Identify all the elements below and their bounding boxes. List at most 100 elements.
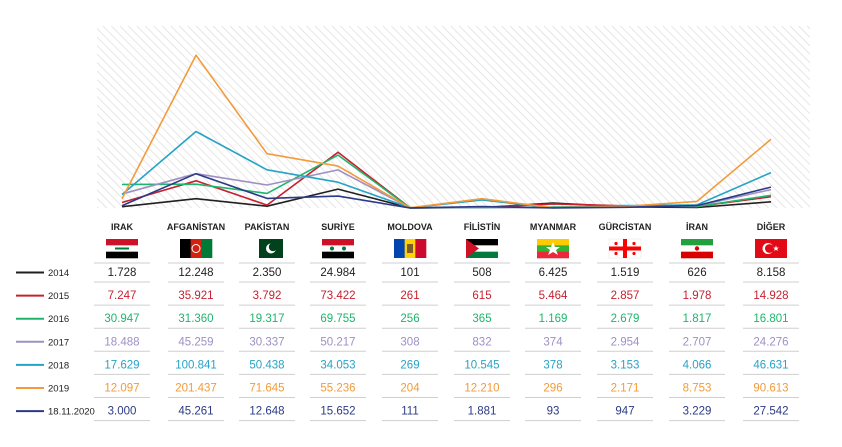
table-cell-18-11-2020-2: 12.648 [249, 406, 284, 418]
table-cell-18-11-2020-3: 15.652 [320, 406, 355, 418]
table-cell-2016-4: 256 [400, 313, 419, 325]
table-cell-18-11-2020-1: 45.261 [178, 406, 213, 418]
country-label-0: IRAK [111, 222, 133, 232]
table-cell-2019-0: 12.097 [104, 383, 139, 395]
table-cell-18-11-2020-6: 93 [547, 406, 560, 418]
table-cell-2016-5: 365 [472, 313, 491, 325]
table-cell-2015-7: 2.857 [611, 290, 640, 302]
table-cell-2016-1: 31.360 [178, 313, 213, 325]
flag-icon-5 [466, 239, 498, 258]
table-cell-18-11-2020-7: 947 [615, 406, 634, 418]
table-cell-2016-7: 2.679 [611, 313, 640, 325]
country-label-3: SURİYE [321, 222, 355, 232]
table-cell-2016-9: 16.801 [753, 313, 788, 325]
table-cell-2019-8: 8.753 [683, 383, 712, 395]
plot-area [97, 26, 810, 208]
legend-label-2018: 2018 [48, 360, 69, 371]
country-label-9: DİĞER [757, 221, 786, 232]
table-cell-2018-8: 4.066 [683, 359, 712, 371]
flag-icon-1 [180, 239, 213, 258]
table-cell-2018-6: 378 [543, 359, 562, 371]
flag-icon-4 [394, 239, 427, 258]
table-cell-2019-9: 90.613 [753, 383, 788, 395]
flag-icon-2 [251, 239, 283, 258]
table-cell-2019-1: 201.437 [175, 383, 217, 395]
country-label-1: AFGANİSTAN [167, 222, 225, 232]
legend-label-2014: 2014 [48, 268, 69, 279]
table-cell-2017-7: 2.954 [611, 336, 640, 348]
table-cell-2017-9: 24.276 [753, 336, 788, 348]
table-cell-2017-5: 832 [472, 336, 491, 348]
flag-icon-7 [608, 238, 642, 259]
table-cell-2014-3: 24.984 [320, 267, 356, 279]
country-label-8: İRAN [686, 222, 708, 232]
table-cell-2016-8: 1.817 [683, 313, 712, 325]
table-cell-2014-5: 508 [472, 267, 491, 279]
table-cell-2018-2: 50.438 [249, 359, 284, 371]
table-cell-2015-4: 261 [400, 290, 419, 302]
table-cell-2019-7: 2.171 [611, 383, 640, 395]
flag-icon-0 [106, 239, 138, 259]
flag-icon-6 [537, 239, 569, 259]
country-label-5: FİLİSTİN [464, 222, 501, 232]
table-cell-2018-5: 10.545 [464, 359, 499, 371]
table-cell-2015-8: 1.978 [683, 290, 712, 302]
series-lines [121, 54, 772, 209]
legend-label-18-11-2020: 18.11.2020 [48, 407, 95, 418]
table-cell-2014-1: 12.248 [178, 267, 213, 279]
country-headers: IRAK AFGANİSTAN PAKİSTAN SURİYE MOLDOVA FİLİS… [94, 221, 799, 264]
table-cell-2014-8: 626 [687, 267, 706, 279]
table-cell-2018-0: 17.629 [104, 359, 139, 371]
table-cell-2019-2: 71.645 [249, 383, 284, 395]
flag-icon-3 [322, 239, 354, 259]
table-cell-18-11-2020-5: 1.881 [468, 406, 497, 418]
table-cell-2015-5: 615 [472, 290, 491, 302]
legend-label-2016: 2016 [48, 314, 69, 325]
table-cell-18-11-2020-8: 3.229 [683, 406, 712, 418]
table-cell-2016-6: 1.169 [539, 313, 568, 325]
table-cell-2018-3: 34.053 [320, 359, 355, 371]
table-cell-2014-9: 8.158 [757, 267, 786, 279]
table-cell-2014-2: 2.350 [253, 267, 282, 279]
table-cell-2015-0: 7.247 [108, 290, 137, 302]
legend-label-2015: 2015 [48, 291, 69, 302]
table-cell-2014-4: 101 [400, 267, 419, 279]
table-cell-2018-9: 46.631 [753, 359, 788, 371]
table-cell-2019-5: 12.210 [464, 383, 499, 395]
country-label-4: MOLDOVA [387, 222, 433, 232]
table-cell-18-11-2020-4: 111 [401, 406, 418, 418]
legend-label-2017: 2017 [48, 337, 69, 348]
table-cell-2015-6: 5.464 [539, 290, 568, 302]
table-cell-2014-6: 6.425 [539, 267, 568, 279]
table-cell-2016-0: 30.947 [104, 313, 139, 325]
table-cell-2018-4: 269 [400, 359, 419, 371]
country-label-2: PAKİSTAN [245, 222, 290, 232]
flag-icon-9 [755, 239, 787, 258]
table-cell-2019-6: 296 [543, 383, 562, 395]
table-cell-2019-3: 55.236 [320, 383, 355, 395]
legend-label-2019: 2019 [48, 384, 69, 395]
table-cell-2015-1: 35.921 [178, 290, 213, 302]
series-line-2019 [121, 54, 772, 209]
table-cell-2015-3: 73.422 [320, 290, 355, 302]
series-line-18-11-2020 [121, 172, 772, 209]
flag-icon-8 [681, 239, 713, 259]
table-cell-2016-3: 69.755 [320, 313, 355, 325]
table-cell-2017-8: 2.707 [683, 336, 712, 348]
table-cell-2017-0: 18.488 [104, 336, 139, 348]
table-cell-2015-2: 3.792 [253, 290, 282, 302]
table-cell-18-11-2020-0: 3.000 [108, 406, 137, 418]
table-cell-2015-9: 14.928 [753, 290, 788, 302]
country-label-7: GÜRCİSTAN [599, 222, 652, 232]
data-table: 2014 1.728 12.248 2.350 24.984 101 508 6.425 1.5… [16, 267, 799, 422]
table-cell-2014-7: 1.519 [611, 267, 640, 279]
table-cell-2018-7: 3.153 [611, 359, 640, 371]
table-cell-18-11-2020-9: 27.542 [753, 406, 788, 418]
table-cell-2019-4: 204 [400, 383, 420, 395]
table-cell-2017-2: 30.337 [249, 336, 284, 348]
table-cell-2017-3: 50.217 [320, 336, 355, 348]
table-cell-2014-0: 1.728 [108, 267, 137, 279]
table-cell-2017-6: 374 [543, 336, 563, 348]
table-cell-2018-1: 100.841 [175, 359, 217, 371]
